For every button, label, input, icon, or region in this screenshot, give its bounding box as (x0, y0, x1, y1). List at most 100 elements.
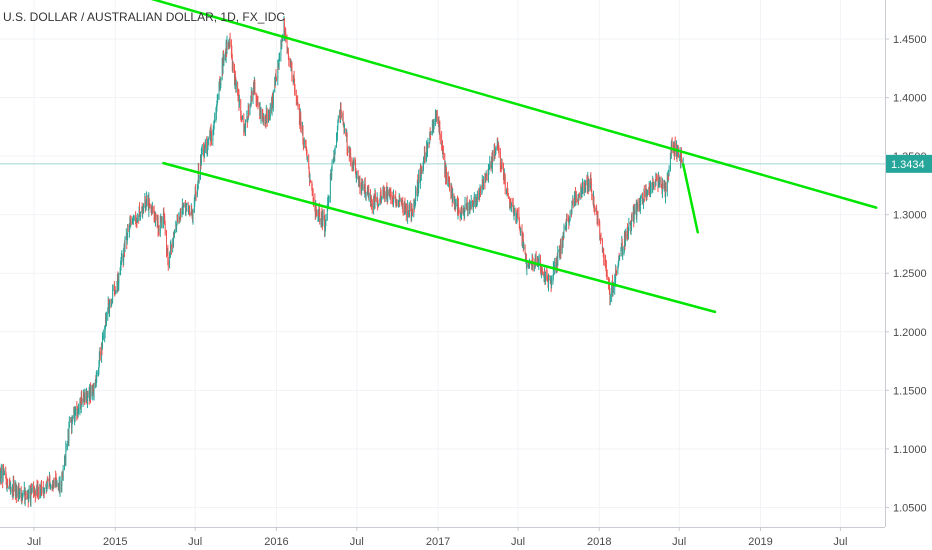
candle (418, 169, 420, 194)
candle (303, 137, 305, 149)
candle-body (406, 204, 407, 217)
candle (513, 208, 515, 216)
candle-body (218, 82, 220, 94)
candle-body (4, 471, 5, 472)
candle-body (611, 284, 613, 296)
candle (625, 231, 627, 240)
candle-body (667, 178, 668, 191)
candle-body (335, 147, 336, 149)
candle (53, 477, 55, 489)
candle (25, 490, 27, 500)
candle-body (500, 152, 501, 167)
candle-body (183, 204, 185, 206)
candle (139, 211, 141, 221)
candle-body (560, 244, 562, 253)
candle-body (662, 184, 664, 187)
candle-body (483, 178, 485, 188)
candle-body (641, 195, 642, 198)
candle (59, 475, 61, 497)
candle-body (194, 203, 195, 213)
candle (170, 243, 172, 255)
candle-body (547, 276, 549, 281)
x-tick-label: 2018 (587, 536, 611, 548)
candle-body (308, 168, 310, 173)
trendline-lower-channel (162, 161, 717, 314)
candle-body (407, 205, 409, 217)
candle-body (656, 177, 658, 181)
candle-body (137, 218, 138, 223)
candle (157, 214, 159, 237)
candle-body (211, 131, 212, 141)
candle-body (118, 274, 120, 284)
candle-body (41, 483, 42, 491)
candle (569, 209, 571, 221)
candle-body (356, 173, 358, 175)
candle-body (28, 491, 30, 495)
candle-body (616, 272, 617, 274)
candle (560, 238, 562, 259)
candle (634, 203, 636, 215)
candle (405, 203, 407, 222)
candle-body (131, 221, 132, 224)
candle-body (387, 190, 389, 198)
candle-body (361, 183, 363, 191)
candle-body (273, 92, 274, 105)
candle-body (314, 200, 316, 212)
candle (659, 176, 661, 188)
candle-body (254, 82, 256, 94)
candle-body (81, 395, 83, 404)
candle-body (59, 481, 61, 491)
candle (232, 61, 234, 73)
candle-body (520, 230, 522, 233)
candle-body (278, 57, 280, 66)
candle-body (557, 251, 559, 266)
candle-body (195, 191, 197, 195)
candle (263, 115, 265, 127)
candle (353, 157, 355, 172)
candle-body (461, 206, 463, 213)
candle (452, 188, 454, 203)
candle-body (634, 209, 635, 221)
y-tick-label: 1.1500 (893, 385, 927, 397)
candle-body (399, 199, 401, 202)
candle-body (362, 186, 364, 188)
candle-body (464, 210, 466, 215)
candle (254, 79, 256, 96)
candle-body (220, 80, 222, 86)
candle-body (271, 97, 273, 112)
candle-body (284, 22, 285, 37)
x-tick-label: Jul (27, 536, 41, 548)
candle (99, 347, 101, 361)
candle (266, 107, 268, 127)
x-tick-label: Jul (350, 536, 364, 548)
candle-body (384, 192, 386, 199)
candle-body (485, 174, 487, 183)
candle-body (390, 193, 392, 198)
candle (226, 35, 228, 55)
candle (238, 94, 240, 108)
candle-body (260, 113, 262, 119)
candle (640, 193, 642, 199)
candle (81, 389, 83, 405)
candle-body (529, 263, 531, 264)
candle-body (305, 145, 307, 147)
candle (260, 107, 262, 124)
candle-body (124, 240, 126, 252)
candle-body (186, 204, 187, 210)
candle-body (625, 234, 627, 237)
candle-body (157, 221, 159, 231)
candle-body (294, 90, 296, 96)
candle-body (591, 181, 592, 192)
candle (665, 182, 667, 193)
candle-body (517, 210, 519, 214)
candle-body (439, 127, 441, 136)
candle-body (270, 103, 271, 118)
candle-body (341, 116, 342, 118)
candle-body (50, 486, 52, 488)
candle (390, 187, 392, 205)
candle-body (38, 493, 39, 495)
candle-body (485, 182, 486, 184)
candle-body (288, 57, 290, 62)
candle-body (280, 46, 282, 57)
